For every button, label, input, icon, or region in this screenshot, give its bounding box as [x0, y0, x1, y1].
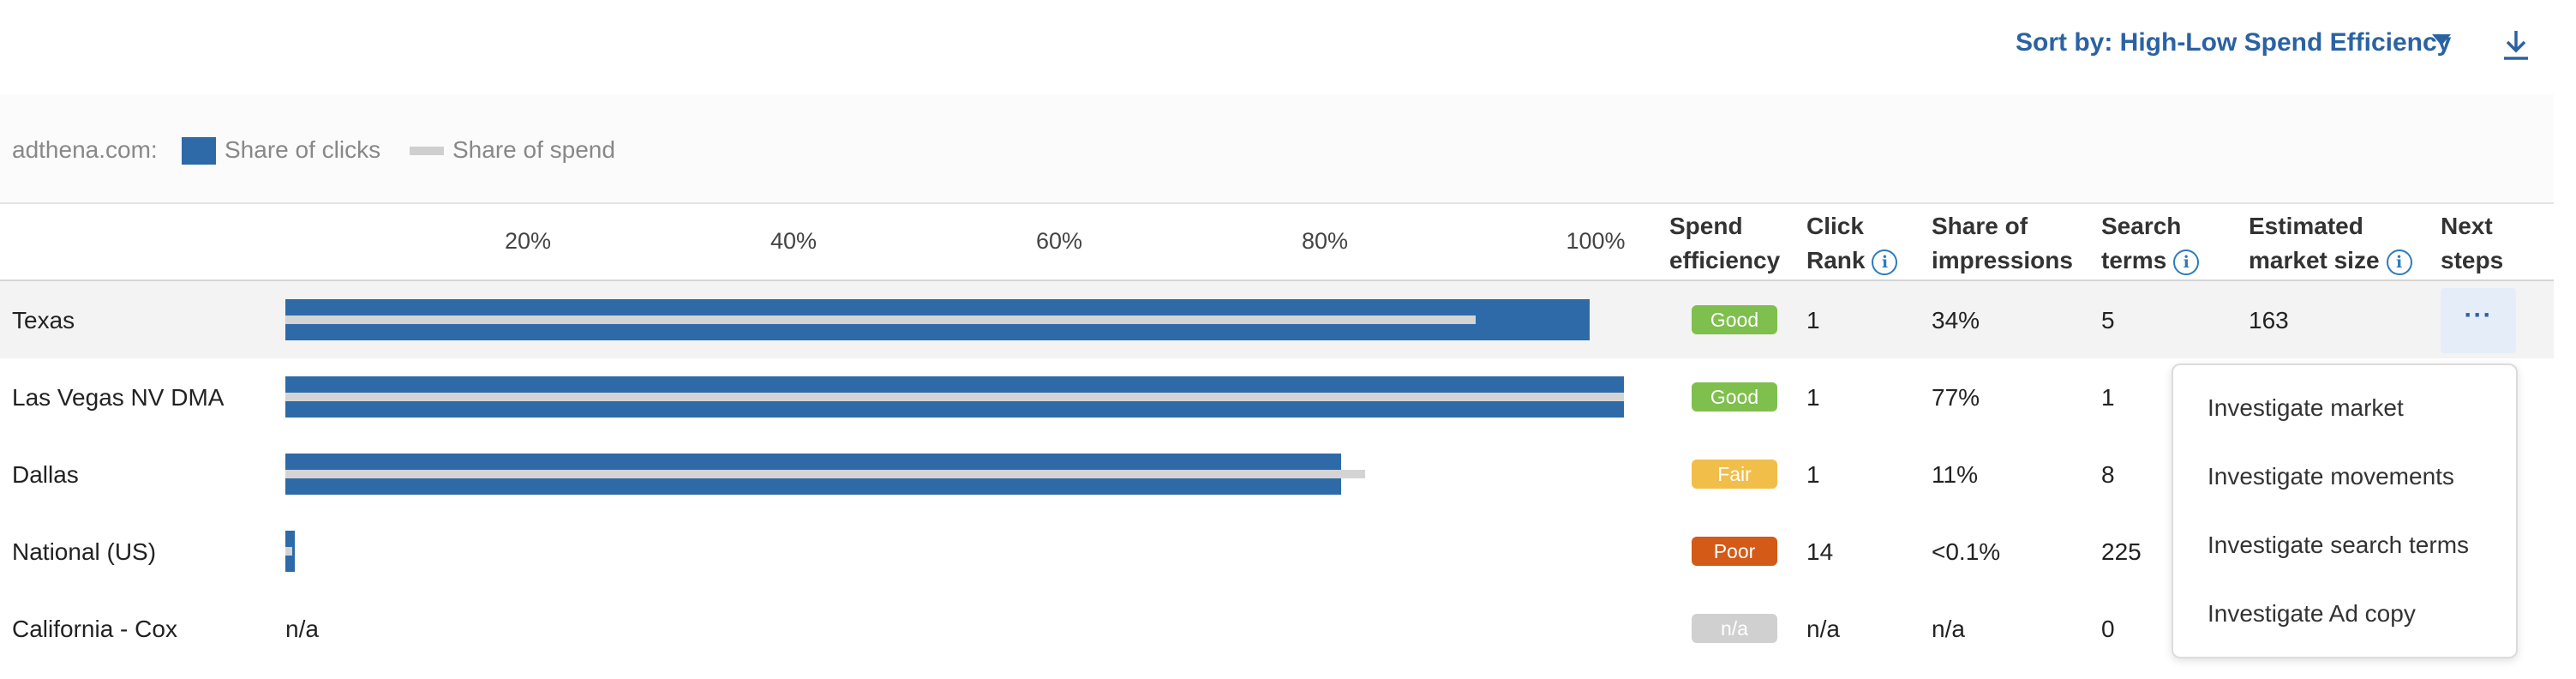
- caret-down-icon[interactable]: [2432, 34, 2451, 45]
- table-row[interactable]: National (US) Poor 14 <0.1% 225: [0, 513, 2554, 590]
- search-terms-value: 1: [2101, 384, 2115, 411]
- column-header-spend-efficiency[interactable]: Spend efficiency: [1669, 213, 1781, 273]
- impressions-value: 11%: [1932, 461, 1978, 488]
- axis-tick-label: 80%: [1301, 228, 1349, 254]
- click-rank-value: n/a: [1806, 616, 1840, 642]
- share-of-spend-label: Share of spend: [452, 136, 615, 163]
- impressions-value: 77%: [1932, 384, 1980, 411]
- click-rank-value: 1: [1806, 384, 1820, 411]
- impressions-value: <0.1%: [1932, 538, 2001, 565]
- download-icon[interactable]: [2501, 27, 2531, 62]
- impressions-value: 34%: [1932, 307, 1980, 333]
- share-of-clicks-swatch: [182, 137, 216, 165]
- column-header-next-steps: Next steps: [2441, 213, 2504, 273]
- column-header-click-rank[interactable]: Click Rank i: [1806, 209, 1898, 278]
- search-terms-value: 0: [2101, 616, 2115, 642]
- axis-tick-label: 60%: [1035, 228, 1083, 254]
- axis-tick-label: 40%: [770, 228, 818, 254]
- row-name: National (US): [12, 538, 157, 565]
- share-of-spend-bar: [285, 470, 1365, 478]
- search-terms-value: 8: [2101, 461, 2115, 488]
- spend-efficiency-badge: Good: [1692, 382, 1777, 412]
- row-name: California - Cox: [12, 616, 177, 642]
- share-of-spend-bar: [285, 547, 292, 556]
- column-header-share-of-impressions[interactable]: Share of impressions: [1932, 213, 2073, 273]
- click-rank-value: 1: [1806, 307, 1820, 333]
- impressions-value: n/a: [1932, 616, 1965, 642]
- row-name: Dallas: [12, 461, 79, 488]
- legend-domain: adthena.com:: [12, 136, 158, 163]
- search-terms-value: 225: [2101, 538, 2142, 565]
- spend-efficiency-badge: Fair: [1692, 460, 1777, 489]
- spend-efficiency-badge: Good: [1692, 305, 1777, 334]
- table-row[interactable]: California - Cox n/a n/a n/a n/a 0: [0, 590, 2554, 667]
- column-header-market-size[interactable]: Estimated market size i: [2249, 209, 2412, 278]
- next-steps-button[interactable]: ···: [2441, 288, 2516, 353]
- table-header: [0, 204, 2554, 281]
- table-row[interactable]: Dallas Fair 1 11% 8: [0, 436, 2554, 513]
- market-size-value: 163: [2249, 307, 2289, 333]
- menu-item-investigate-market[interactable]: Investigate market: [2208, 394, 2404, 421]
- menu-item-investigate-movements[interactable]: Investigate movements: [2208, 463, 2454, 490]
- search-terms-value: 5: [2101, 307, 2115, 333]
- share-of-spend-swatch: [410, 147, 444, 155]
- axis-tick-label: 100%: [1566, 228, 1626, 254]
- row-name: Las Vegas NV DMA: [12, 384, 225, 411]
- sort-dropdown[interactable]: Sort by: High-Low Spend Efficiency: [2016, 28, 2452, 57]
- next-steps-menu: Investigate market Investigate movements…: [2172, 364, 2518, 658]
- share-of-spend-bar: [285, 393, 1624, 401]
- share-of-clicks-label: Share of clicks: [225, 136, 381, 163]
- legend: [0, 94, 2554, 204]
- spend-efficiency-badge: Poor: [1692, 537, 1777, 566]
- info-icon[interactable]: i: [2173, 249, 2200, 275]
- table-row[interactable]: Las Vegas NV DMA Good 1 77% 1: [0, 358, 2554, 436]
- table-row[interactable]: Texas Good 1 34% 5 163: [0, 281, 2554, 358]
- menu-item-investigate-ad-copy[interactable]: Investigate Ad copy: [2208, 600, 2416, 627]
- click-rank-value: 14: [1806, 538, 1834, 565]
- menu-item-investigate-search-terms[interactable]: Investigate search terms: [2208, 532, 2470, 558]
- axis-tick-label: 20%: [504, 228, 552, 254]
- info-icon[interactable]: i: [2386, 249, 2412, 275]
- click-rank-value: 1: [1806, 461, 1820, 488]
- row-name: Texas: [12, 307, 75, 333]
- info-icon[interactable]: i: [1872, 249, 1898, 275]
- share-of-spend-bar: [285, 315, 1477, 324]
- column-header-search-terms[interactable]: Search terms i: [2101, 209, 2200, 278]
- bar-text: n/a: [285, 616, 319, 642]
- spend-efficiency-badge: n/a: [1692, 614, 1777, 643]
- more-icon: ···: [2464, 301, 2493, 329]
